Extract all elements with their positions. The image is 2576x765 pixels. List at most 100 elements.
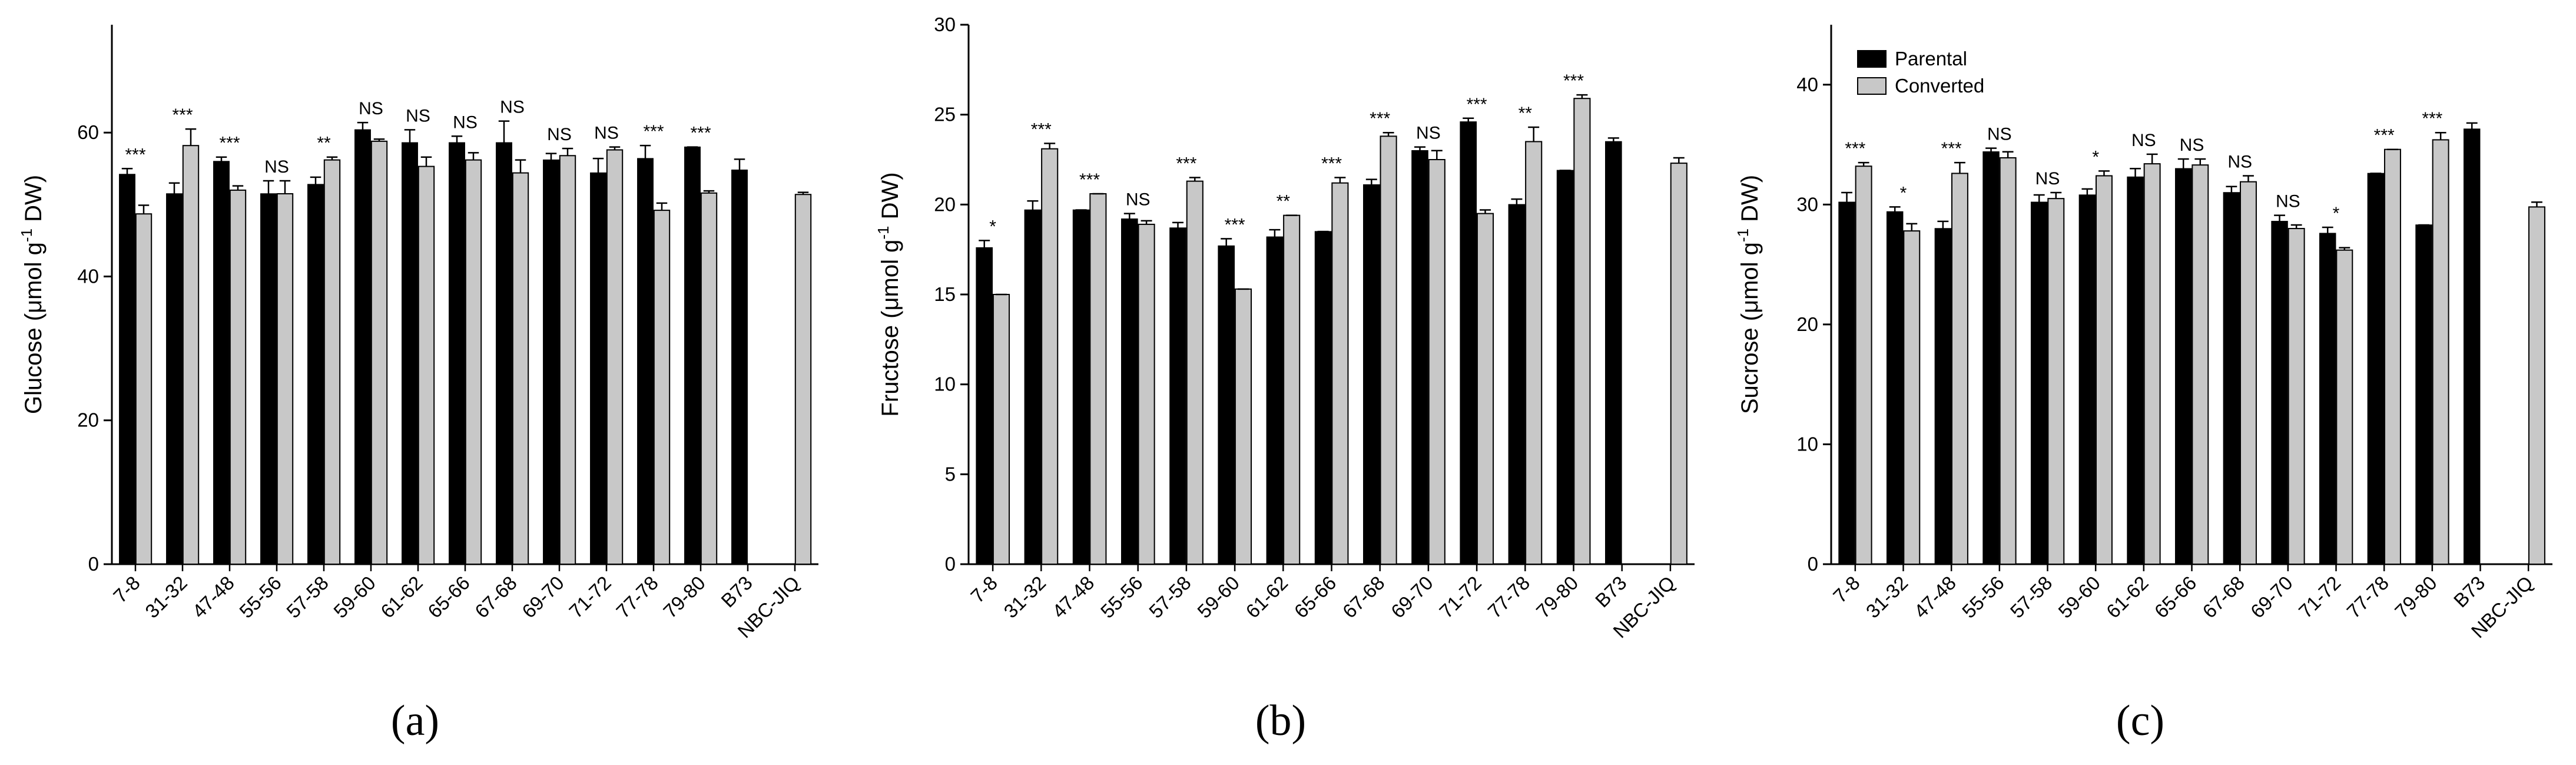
bar-parental-47-48 (1934, 228, 1952, 565)
bar-converted-NBC-JIQ (1670, 163, 1688, 565)
x-tick-label: 47-48 (1909, 572, 1960, 622)
x-tick-label: 67-68 (2198, 572, 2249, 622)
bar-parental-65-66 (1314, 231, 1332, 565)
x-tick-label: B73 (2449, 572, 2489, 612)
bar-parental-61-62 (402, 142, 418, 565)
bar-converted-7-8 (135, 213, 152, 565)
x-tick-label: 67-68 (1338, 572, 1389, 622)
x-tick-label: 59-60 (2054, 572, 2104, 622)
x-tick-label: 65-66 (423, 572, 474, 622)
significance-label: *** (219, 134, 240, 153)
x-tick-label: 69-70 (2246, 572, 2297, 622)
bar-parental-77-78 (1508, 204, 1526, 565)
x-tick-label: 65-66 (1290, 572, 1341, 622)
x-tick-label: 71-72 (1435, 572, 1486, 622)
bar-converted-69-70 (1428, 159, 1446, 565)
bar-converted-31-32 (1041, 148, 1059, 565)
bar-converted-55-56 (276, 193, 294, 565)
y-tick-label: 5 (945, 463, 956, 485)
bar-converted-61-62 (1283, 214, 1301, 565)
significance-label: * (2333, 204, 2340, 223)
bar-converted-47-48 (1951, 173, 1968, 565)
bar-parental-7-8 (976, 247, 993, 565)
bar-converted-7-8 (1855, 165, 1872, 565)
y-axis-label: Glucose (μmol g-1 DW) (18, 175, 47, 414)
significance-label: * (989, 217, 996, 236)
bar-converted-65-66 (1331, 182, 1349, 565)
significance-label: NS (500, 98, 525, 117)
x-tick-label: B73 (717, 572, 757, 612)
x-tick-label: 77-78 (1483, 572, 1534, 622)
bar-parental-59-60 (2078, 194, 2096, 565)
bar-converted-NBC-JIQ (2528, 206, 2545, 565)
y-axis-label: Sucrose (μmol g-1 DW) (1734, 175, 1763, 414)
bar-parental-55-56 (1121, 218, 1138, 565)
bar-converted-31-32 (1903, 230, 1921, 565)
chart-panel-1: 0 20 40 60 Glucose (μmol g-1 DW) *** 7-8 *** 31-… (18, 25, 818, 745)
bar-parental-31-32 (1886, 211, 1904, 565)
bar-converted-55-56 (1138, 223, 1155, 565)
bar-parental-77-78 (637, 158, 654, 565)
bar-parental-71-72 (1460, 121, 1477, 565)
x-tick-label: 67-68 (470, 572, 521, 622)
chart-panel-3: 0 10 20 30 40 Sucrose (μmol g-1 DW) *** 7-8 * 31-… (1734, 25, 2552, 745)
legend: Parental Converted (1857, 48, 1984, 97)
significance-label: ** (1277, 192, 1291, 211)
significance-label: *** (1563, 71, 1584, 91)
bar-converted-47-48 (1089, 193, 1107, 565)
x-tick-label: 79-80 (659, 572, 710, 622)
y-tick-label: 0 (1808, 553, 1818, 575)
bar-parental-59-60 (354, 129, 371, 565)
bar-parental-69-70 (1411, 150, 1428, 565)
significance-label: NS (359, 99, 383, 118)
x-tick-label: 61-62 (1241, 572, 1292, 622)
bar-parental-65-66 (2174, 168, 2192, 565)
bar-parental-77-78 (2367, 173, 2385, 565)
x-tick-label: 57-58 (282, 572, 333, 622)
bar-converted-79-80 (2432, 139, 2449, 565)
bar-converted-61-62 (2143, 163, 2161, 565)
bar-parental-79-80 (684, 146, 701, 565)
x-tick-label: 7-8 (1829, 572, 1864, 607)
significance-label: *** (1370, 109, 1390, 128)
bar-converted-NBC-JIQ (794, 194, 812, 565)
significance-label: *** (2374, 126, 2395, 145)
significance-label: *** (125, 145, 145, 164)
bar-parental-B73 (1605, 141, 1622, 565)
x-tick-label: 57-58 (1145, 572, 1195, 622)
x-tick-label: 69-70 (518, 572, 568, 622)
legend-label: Parental (1895, 48, 1967, 69)
x-tick-label: 65-66 (2150, 572, 2201, 622)
significance-label: NS (547, 125, 572, 144)
y-tick-label: 20 (1796, 313, 1818, 335)
significance-label: NS (264, 157, 289, 177)
bar-converted-71-72 (1476, 213, 1494, 565)
significance-label: *** (1079, 170, 1100, 190)
x-tick-label: 57-58 (2006, 572, 2057, 622)
bar-parental-57-58 (307, 184, 324, 565)
significance-label: * (1900, 183, 1907, 203)
x-tick-label: 79-80 (1532, 572, 1583, 622)
bar-converted-61-62 (417, 165, 435, 565)
y-axis-label: Fructose (μmol g-1 DW) (874, 172, 903, 416)
bar-parental-31-32 (1024, 209, 1042, 565)
x-tick-label: 55-56 (1958, 572, 2008, 622)
x-tick-label: 55-56 (1096, 572, 1147, 622)
bar-parental-61-62 (1266, 236, 1284, 565)
y-tick-label: 60 (77, 121, 99, 143)
panel-label: (b) (1255, 697, 1306, 745)
significance-label: *** (1176, 154, 1196, 174)
significance-label: *** (1941, 139, 1962, 158)
bar-converted-67-68 (1380, 135, 1397, 565)
bar-parental-47-48 (1072, 209, 1090, 565)
x-tick-label: 59-60 (329, 572, 380, 622)
x-tick-label: 71-72 (565, 572, 615, 622)
significance-label: *** (1845, 139, 1865, 158)
bar-parental-71-72 (590, 172, 606, 565)
significance-label: *** (172, 105, 193, 125)
bar-parental-61-62 (2127, 176, 2144, 565)
y-tick-label: 30 (934, 14, 956, 35)
bar-parental-47-48 (213, 161, 230, 565)
x-tick-label: 31-32 (1862, 572, 1912, 622)
